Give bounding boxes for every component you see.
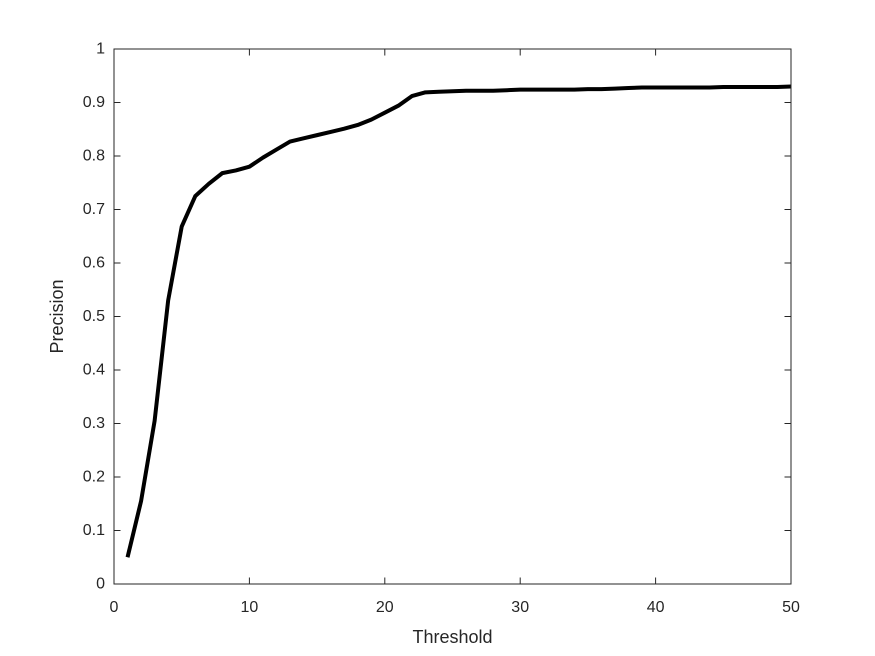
x-axis-title: Threshold xyxy=(412,627,492,647)
y-tick-label-9: 0.9 xyxy=(83,94,105,111)
y-tick-label-6: 0.6 xyxy=(83,255,105,272)
y-tick-label-7: 0.7 xyxy=(83,201,105,218)
y-tick-label-5: 0.5 xyxy=(83,308,105,325)
x-tick-label-1: 10 xyxy=(241,599,259,616)
x-tick-label-3: 30 xyxy=(511,599,529,616)
x-tick-label-4: 40 xyxy=(647,599,665,616)
y-tick-label-2: 0.2 xyxy=(83,469,105,486)
y-tick-label-3: 0.3 xyxy=(83,415,105,432)
y-tick-label-10: 1 xyxy=(96,41,105,58)
y-axis-title: Precision xyxy=(47,279,67,353)
plot-area-background xyxy=(114,49,791,584)
y-axis-ticks: 0 0.1 0.2 0.3 0.4 0.5 0.6 0.7 0.8 0.9 1 xyxy=(83,41,791,593)
y-tick-label-8: 0.8 xyxy=(83,148,105,165)
y-tick-label-1: 0.1 xyxy=(83,522,105,539)
precision-series-line xyxy=(125,84,792,558)
plot-area-border xyxy=(113,48,792,585)
y-tick-label-0: 0 xyxy=(96,576,105,593)
x-tick-label-2: 20 xyxy=(376,599,394,616)
x-tick-label-5: 50 xyxy=(782,599,800,616)
y-tick-label-4: 0.4 xyxy=(83,362,105,379)
x-tick-label-0: 0 xyxy=(110,599,119,616)
